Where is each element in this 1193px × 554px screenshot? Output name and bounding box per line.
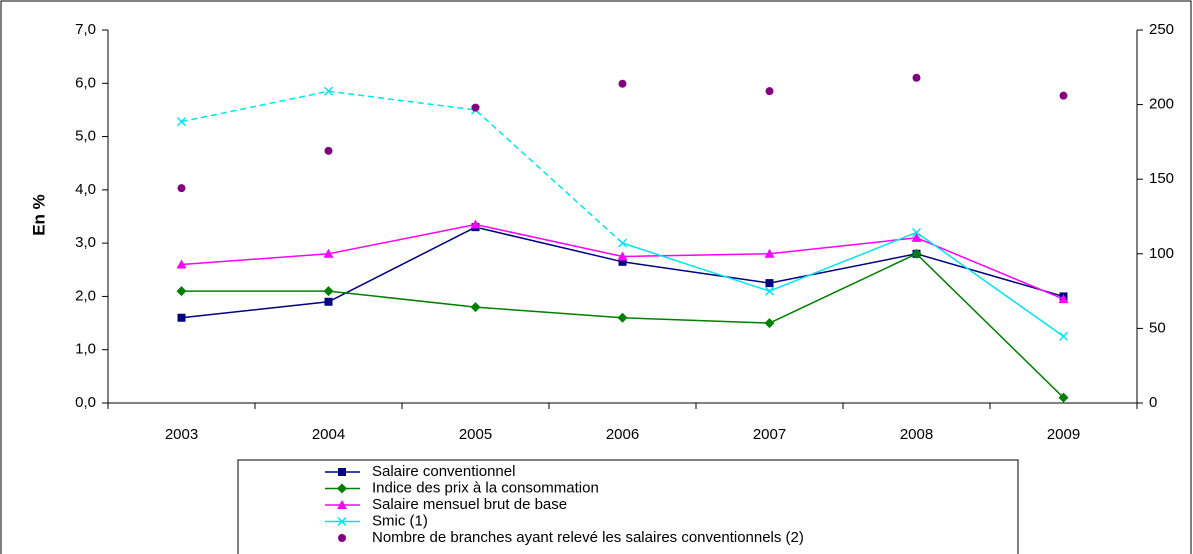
point (176, 117, 187, 127)
y2-tick-label: 50 (1149, 319, 1166, 336)
point (911, 232, 922, 242)
y2-tick-label: 0 (1149, 394, 1157, 411)
y-tick-label: 5,0 (75, 128, 96, 145)
legend-label: Smic (1) (372, 512, 428, 529)
series-line (622, 231, 1064, 338)
y2-tick-label: 200 (1149, 96, 1174, 113)
point (177, 313, 186, 322)
point (618, 257, 627, 266)
point (911, 248, 922, 259)
point (764, 318, 775, 329)
point (470, 302, 481, 313)
x-tick-label: 2003 (165, 426, 198, 443)
legend-marker (337, 483, 347, 494)
x-tick-label: 2006 (606, 426, 639, 443)
point (323, 86, 334, 96)
point (617, 238, 628, 248)
point (323, 248, 334, 258)
y2-tick-label: 150 (1149, 170, 1174, 187)
point (764, 248, 775, 258)
legend-marker (338, 468, 346, 476)
point (1058, 392, 1069, 403)
legend-label: Salaire conventionnel (372, 463, 515, 480)
point (617, 312, 628, 323)
point (470, 219, 481, 229)
point (177, 184, 186, 193)
point (618, 79, 627, 88)
legend-marker (337, 516, 347, 527)
point (323, 286, 334, 297)
y-tick-label: 3,0 (75, 234, 96, 251)
legend-marker (338, 534, 346, 542)
y-axis-title: En % (29, 194, 48, 236)
y-tick-label: 4,0 (75, 181, 96, 198)
point (176, 286, 187, 297)
y2-tick-label: 250 (1149, 21, 1174, 38)
point (764, 286, 775, 296)
point (324, 297, 333, 306)
point (617, 251, 628, 261)
y-tick-label: 1,0 (75, 341, 96, 358)
x-tick-label: 2008 (900, 426, 933, 443)
legend-marker (337, 500, 347, 509)
x-tick-label: 2009 (1047, 426, 1080, 443)
point (471, 103, 480, 112)
y-tick-label: 0,0 (75, 394, 96, 411)
legend-label: Nombre de branches ayant relevé les sala… (372, 529, 804, 546)
point (324, 146, 333, 155)
x-tick-label: 2007 (753, 426, 786, 443)
legend-label: Indice des prix à la consommation (372, 479, 599, 496)
y2-tick-label: 100 (1149, 245, 1174, 262)
x-tick-label: 2005 (459, 426, 492, 443)
legend (237, 459, 1019, 554)
point (1059, 91, 1068, 100)
point (765, 279, 774, 288)
point (1058, 294, 1069, 304)
point (912, 73, 921, 82)
y-tick-label: 7,0 (75, 21, 96, 38)
legend-label: Salaire mensuel brut de base (372, 496, 567, 513)
point (176, 259, 187, 269)
x-tick-label: 2004 (312, 426, 345, 443)
y-tick-label: 6,0 (75, 74, 96, 91)
point (911, 227, 922, 238)
point (1058, 331, 1069, 341)
point (765, 87, 774, 96)
y-tick-label: 2,0 (75, 287, 96, 304)
series-line (181, 90, 624, 244)
